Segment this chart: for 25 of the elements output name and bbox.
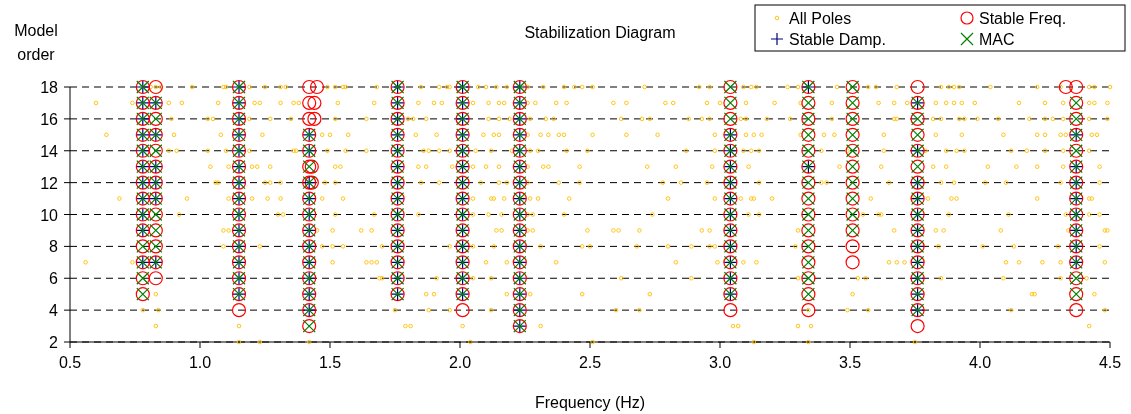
y-tick-label: 16 — [40, 110, 59, 128]
x-tick-label: 3.0 — [708, 354, 732, 371]
x-tick-label: 1.5 — [318, 354, 342, 371]
x-tick-label: 4.5 — [1098, 354, 1122, 371]
x-tick-label: 2.5 — [578, 354, 602, 371]
x-tick-label: 1.0 — [188, 354, 212, 371]
y-axis-title: Model order — [14, 22, 58, 63]
x-tick-label: 2.0 — [448, 354, 472, 371]
legend-label: Stable Freq. — [979, 10, 1067, 27]
x-tick-label: 3.5 — [838, 354, 862, 371]
y-tick-label: 18 — [40, 79, 59, 96]
y-tick-label: 12 — [40, 174, 59, 192]
y-tick-label: 4 — [49, 302, 59, 320]
x-tick-label: 4.0 — [968, 354, 992, 371]
legend-label: Stable Damp. — [789, 31, 886, 48]
y-tick-label: 6 — [49, 270, 59, 288]
legend-label: MAC — [979, 31, 1015, 48]
y-tick-label: 2 — [49, 334, 59, 351]
x-tick-label: 0.5 — [58, 354, 82, 371]
y-tick-label: 14 — [40, 142, 59, 160]
chart-title: Stabilization Diagram — [524, 24, 676, 41]
y-tick-label: 8 — [49, 238, 59, 256]
y-tick-label: 10 — [40, 206, 59, 224]
legend-label: All Poles — [789, 10, 852, 27]
x-axis-title: Frequency (Hz) — [534, 394, 646, 411]
